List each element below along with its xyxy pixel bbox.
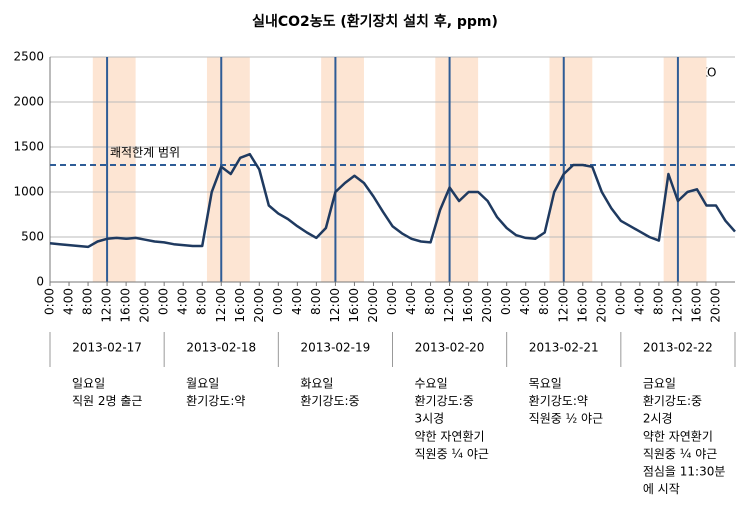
x-tick-label: 16:00: [233, 288, 247, 323]
day-note: 일요일: [72, 377, 105, 391]
day-note: 직원중 ½ 야근: [529, 412, 603, 426]
x-tick-label: 8:00: [423, 288, 437, 315]
x-tick-label: 8:00: [537, 288, 551, 315]
day-note: 금요일: [643, 377, 676, 391]
day-note: 약한 자연환기: [643, 428, 713, 443]
x-tick-label: 8:00: [195, 288, 209, 315]
x-tick-label: 8:00: [81, 288, 95, 315]
x-tick-label: 0:00: [157, 288, 171, 315]
day-label: 2013-02-20: [415, 341, 485, 355]
day-label: 2013-02-18: [186, 341, 256, 355]
x-tick-label: 16:00: [689, 288, 703, 323]
x-tick-label: 4:00: [290, 288, 304, 315]
co2-line: [49, 152, 736, 249]
y-tick-label: 1500: [13, 140, 44, 154]
x-tick-label: 20:00: [366, 288, 380, 323]
day-note: 환기강도:약: [186, 393, 245, 408]
x-tick-label: 12:00: [328, 288, 342, 323]
work-hours-band: [206, 57, 250, 282]
day-label: 2013-02-17: [72, 341, 142, 355]
x-tick-label: 20:00: [252, 288, 266, 323]
x-tick-label: 4:00: [632, 288, 646, 315]
x-tick-label: 20:00: [708, 288, 722, 323]
day-note: 약한 자연환기: [415, 428, 485, 443]
y-tick-label: 2500: [13, 50, 44, 64]
day-note: 환기강도:약: [529, 393, 588, 408]
plot-background: [92, 57, 707, 282]
x-tick-label: 4:00: [404, 288, 418, 315]
day-note: 3시경: [415, 412, 445, 426]
day-note: 점심을 11:30분: [643, 465, 726, 479]
day-label: 2013-02-21: [529, 341, 599, 355]
x-tick-label: 12:00: [670, 288, 684, 323]
day-note: 2시경: [643, 412, 673, 426]
day-note: 직원 2명 출근: [72, 394, 142, 408]
x-tick-label: 8:00: [309, 288, 323, 315]
day-note: 에 시작: [643, 482, 680, 496]
work-hours-band: [321, 57, 364, 282]
work-hours-band: [663, 57, 707, 282]
chart-title: 실내CO2농도 (환기장치 설치 후, ppm): [252, 13, 498, 30]
day-note: 목요일: [529, 377, 562, 391]
x-tick-label: 16:00: [461, 288, 475, 323]
day-note: 직원중 ¼ 야근: [415, 447, 489, 461]
day-label: 2013-02-19: [301, 341, 371, 355]
x-tick-label: 20:00: [480, 288, 494, 323]
x-tick-label: 4:00: [176, 288, 190, 315]
day-note: 직원중 ¼ 야근: [643, 447, 717, 461]
x-tick-label: 0:00: [271, 288, 285, 315]
x-tick-label: 0:00: [385, 288, 399, 315]
x-tick-label: 16:00: [347, 288, 361, 323]
day-note: 환기강도:중: [643, 394, 702, 408]
day-note: 환기강도:중: [415, 394, 474, 408]
x-tick-label: 0:00: [499, 288, 513, 315]
threshold-label: 쾌적한계 범위: [110, 146, 180, 160]
work-hours-band: [435, 57, 479, 282]
x-tick-label: 0:00: [613, 288, 627, 315]
day-note: 환기강도:중: [300, 394, 359, 408]
x-tick-label: 16:00: [575, 288, 589, 323]
x-tick-label: 12:00: [442, 288, 456, 323]
day-note: 수요일: [415, 377, 448, 391]
x-tick-label: 12:00: [214, 288, 228, 323]
work-hours-band: [549, 57, 593, 282]
x-tick-label: 0:00: [43, 288, 57, 315]
x-tick-label: 12:00: [100, 288, 114, 323]
x-tick-label: 20:00: [138, 288, 152, 323]
x-tick-label: 20:00: [594, 288, 608, 323]
x-tick-label: 4:00: [62, 288, 76, 315]
y-tick-label: 0: [36, 275, 44, 289]
y-tick-label: 1000: [13, 185, 44, 199]
day-note: 화요일: [300, 377, 333, 391]
work-hours-band: [92, 57, 136, 282]
x-tick-label: 12:00: [556, 288, 570, 323]
x-tick-label: 8:00: [651, 288, 665, 315]
day-note: 월요일: [186, 377, 219, 391]
day-label: 2013-02-22: [643, 341, 713, 355]
y-tick-label: 2000: [13, 95, 44, 109]
y-tick-label: 500: [21, 230, 44, 244]
x-tick-label: 16:00: [119, 288, 133, 323]
x-tick-label: 4:00: [518, 288, 532, 315]
